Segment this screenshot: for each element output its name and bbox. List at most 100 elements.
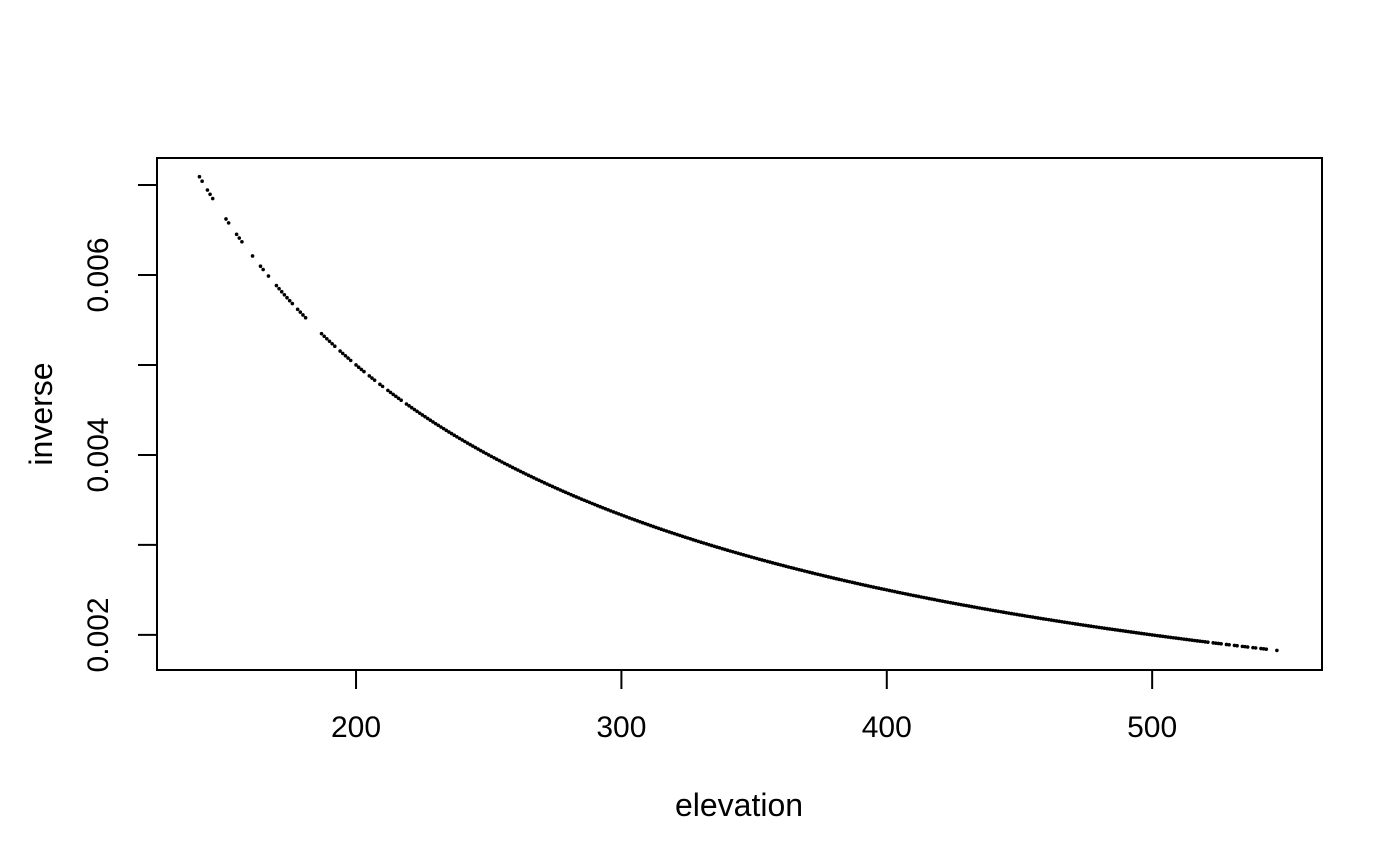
data-point	[298, 310, 303, 314]
data-point	[1030, 615, 1035, 619]
data-point	[455, 434, 459, 439]
data-point	[500, 460, 504, 464]
data-point	[999, 609, 1003, 614]
data-point	[391, 392, 395, 397]
data-point	[210, 196, 215, 201]
data-point	[200, 179, 204, 183]
data-point	[940, 599, 945, 603]
data-point	[996, 609, 1001, 614]
data-point	[1007, 611, 1011, 615]
data-point	[1195, 639, 1200, 643]
data-point	[502, 461, 507, 466]
data-point	[486, 453, 491, 457]
data-point	[1179, 636, 1184, 641]
data-point	[343, 353, 348, 358]
data-point	[983, 607, 987, 611]
data-point	[428, 418, 433, 423]
data-point	[1044, 617, 1048, 622]
data-point	[1094, 625, 1099, 629]
data-point	[1121, 629, 1125, 633]
data-point	[524, 472, 528, 476]
data-point	[378, 382, 382, 387]
data-point	[447, 430, 451, 434]
data-point	[508, 464, 512, 468]
data-point	[1240, 644, 1245, 649]
data-point	[932, 597, 937, 602]
data-point	[969, 604, 974, 609]
data-point	[1211, 641, 1215, 645]
data-point	[465, 441, 470, 445]
data-point	[1084, 623, 1088, 628]
data-point	[1113, 627, 1117, 632]
data-point	[367, 374, 372, 378]
data-point	[1129, 630, 1133, 634]
data-point	[1126, 629, 1131, 634]
data-point	[205, 188, 210, 192]
data-point	[948, 600, 953, 605]
data-point	[266, 274, 271, 278]
data-point	[338, 349, 342, 353]
data-point	[1158, 634, 1162, 638]
data-point	[1073, 622, 1077, 626]
data-point	[473, 445, 478, 450]
data-point	[362, 369, 366, 374]
data-point	[388, 390, 393, 395]
data-point	[1216, 641, 1221, 646]
data-point	[1065, 620, 1070, 625]
data-point	[277, 286, 281, 291]
data-point	[303, 315, 308, 320]
data-point	[489, 454, 494, 459]
data-point	[1060, 619, 1064, 624]
data-point	[1227, 642, 1231, 647]
data-point	[340, 351, 345, 356]
data-point	[1081, 623, 1085, 627]
data-point	[1025, 614, 1030, 619]
data-point	[991, 608, 995, 613]
data-point	[1253, 646, 1258, 650]
data-point	[449, 431, 454, 436]
data-point	[1171, 635, 1176, 640]
data-point	[417, 411, 422, 415]
data-point	[1091, 624, 1096, 629]
data-point	[460, 438, 464, 442]
data-point	[1015, 612, 1019, 617]
data-point	[478, 448, 483, 453]
data-point	[380, 384, 385, 389]
data-point	[457, 436, 462, 441]
data-point	[927, 596, 932, 601]
data-points	[197, 174, 1279, 653]
data-point	[359, 367, 364, 372]
data-point	[484, 451, 488, 456]
data-point	[1062, 620, 1067, 624]
data-point	[282, 292, 287, 297]
data-point	[386, 388, 390, 393]
data-point	[510, 465, 515, 470]
data-point	[224, 217, 228, 221]
data-point	[1259, 646, 1263, 651]
data-point	[237, 236, 242, 240]
data-point	[1245, 645, 1250, 649]
data-point	[497, 458, 502, 463]
data-point	[1089, 624, 1093, 629]
data-point	[1115, 628, 1120, 632]
data-point	[1041, 617, 1046, 621]
data-point	[1198, 639, 1202, 643]
data-point	[287, 298, 292, 303]
data-point	[420, 413, 425, 417]
data-point	[404, 402, 409, 406]
data-point	[1105, 626, 1109, 631]
data-point	[1219, 642, 1223, 646]
data-point	[1243, 644, 1247, 649]
data-point	[423, 414, 427, 419]
data-point	[1275, 648, 1279, 653]
data-point	[441, 426, 446, 431]
data-point	[274, 283, 279, 288]
data-point	[1078, 622, 1083, 627]
data-point	[295, 307, 300, 312]
data-point	[1054, 619, 1059, 623]
data-point	[919, 595, 924, 599]
data-point	[372, 378, 377, 382]
data-point	[1261, 647, 1266, 651]
